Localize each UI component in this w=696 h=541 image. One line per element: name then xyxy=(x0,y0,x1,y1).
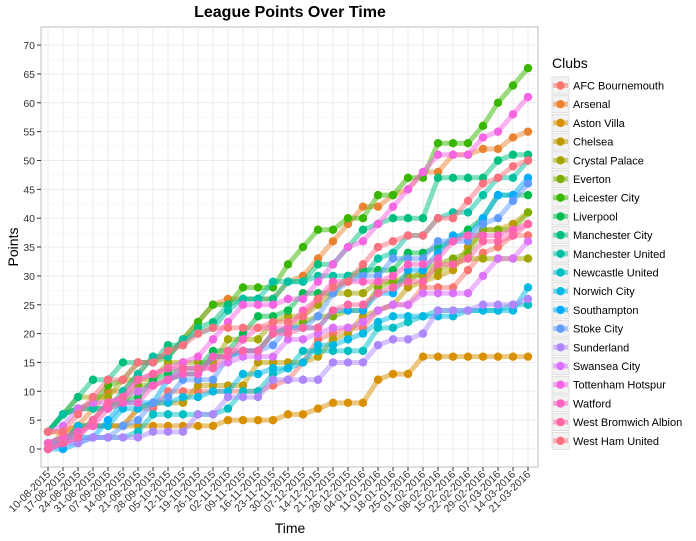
legend-label: Tottenham Hotspur xyxy=(573,380,666,392)
legend-key-icon xyxy=(556,399,565,408)
legend-key-icon xyxy=(556,230,565,240)
legend-item: Manchester City xyxy=(551,226,653,244)
legend-item: Everton xyxy=(551,170,611,188)
y-tick-label: 70 xyxy=(23,40,35,52)
legend-item: Watford xyxy=(551,394,611,413)
series-west-bromwich-albion xyxy=(43,219,533,454)
y-tick-label: 55 xyxy=(23,127,35,139)
legend-label: Chelsea xyxy=(573,137,614,149)
y-tick-label: 15 xyxy=(23,357,35,369)
legend-title: Clubs xyxy=(552,55,588,71)
y-tick-label: 40 xyxy=(23,213,35,225)
legend-label: Liverpool xyxy=(573,211,618,223)
legend-key-icon xyxy=(556,343,565,352)
legend: Clubs AFC Bournemouth Arsenal Aston Villa C… xyxy=(551,55,682,450)
x-axis: 10-08-201517-08-201524-08-201531-08-2015… xyxy=(7,467,533,515)
y-tick-label: 45 xyxy=(23,184,35,196)
y-tick-label: 60 xyxy=(23,98,35,110)
legend-label: AFC Bournemouth xyxy=(573,81,664,93)
legend-key-icon xyxy=(556,174,565,184)
legend-label: Everton xyxy=(573,174,611,186)
y-tick-label: 25 xyxy=(23,300,35,312)
legend-key-icon xyxy=(556,287,565,296)
legend-item: Crystal Palace xyxy=(551,151,644,170)
legend-key-icon xyxy=(556,361,565,371)
y-tick-label: 10 xyxy=(23,386,35,398)
legend-item: Sunderland xyxy=(551,338,629,357)
y-tick-label: 5 xyxy=(29,415,35,427)
legend-item: Arsenal xyxy=(551,95,610,113)
legend-label: Manchester City xyxy=(573,230,653,242)
legend-label: Leicester City xyxy=(573,193,640,205)
legend-item: Leicester City xyxy=(551,188,640,207)
y-tick-label: 35 xyxy=(23,242,35,254)
legend-item: West Ham United xyxy=(551,431,659,450)
series-sunderland xyxy=(43,294,533,454)
x-axis-label: Time xyxy=(275,520,306,536)
legend-key-icon xyxy=(556,305,565,315)
legend-label: Newcastle United xyxy=(573,268,659,280)
legend-label: Southampton xyxy=(573,305,638,317)
legend-key-icon xyxy=(556,118,565,128)
legend-item: Tottenham Hotspur xyxy=(551,375,666,394)
series-lines xyxy=(43,63,533,454)
legend-label: Sunderland xyxy=(573,342,629,354)
legend-item: Newcastle United xyxy=(551,263,659,282)
y-tick-label: 0 xyxy=(29,444,35,456)
y-axis: 0 5 10 15 20 25 30 35 40 45 50 55 60 65 70 xyxy=(23,40,41,456)
y-axis-label: Points xyxy=(5,228,21,267)
legend-key-icon xyxy=(556,156,565,165)
legend-label: Aston Villa xyxy=(573,118,626,130)
chart-title: League Points Over Time xyxy=(194,4,386,21)
legend-label: Watford xyxy=(573,398,611,410)
legend-item: AFC Bournemouth xyxy=(551,76,664,95)
legend-key-icon xyxy=(556,81,565,90)
series-norwich-city xyxy=(43,283,533,454)
legend-key-icon xyxy=(556,436,565,445)
legend-key-icon xyxy=(556,212,565,221)
legend-item: Liverpool xyxy=(551,207,618,226)
legend-label: Arsenal xyxy=(573,99,610,111)
legend-item: Stoke City xyxy=(551,319,624,338)
legend-key-icon xyxy=(556,380,565,389)
legend-key-icon xyxy=(556,193,565,202)
legend-item: Swansea City xyxy=(551,357,641,375)
legend-key-icon xyxy=(556,417,565,427)
legend-item: Chelsea xyxy=(551,132,614,151)
y-tick-label: 30 xyxy=(23,271,35,283)
legend-label: Crystal Palace xyxy=(573,155,644,167)
legend-label: West Ham United xyxy=(573,436,659,448)
legend-key-icon xyxy=(556,249,565,258)
legend-label: Manchester United xyxy=(573,249,665,261)
y-tick-label: 20 xyxy=(23,329,35,341)
legend-item: West Bromwich Albion xyxy=(551,413,682,431)
y-tick-label: 50 xyxy=(23,156,35,168)
legend-label: Stoke City xyxy=(573,324,624,336)
legend-item: Southampton xyxy=(551,301,638,319)
legend-label: Norwich City xyxy=(573,286,635,298)
legend-key-icon xyxy=(556,137,565,146)
legend-key-icon xyxy=(556,268,565,277)
series-west-ham-united xyxy=(43,156,533,436)
legend-label: West Bromwich Albion xyxy=(573,417,682,429)
y-tick-label: 65 xyxy=(23,69,35,81)
legend-item: Norwich City xyxy=(551,282,635,301)
legend-item: Manchester United xyxy=(551,245,665,263)
legend-key-icon xyxy=(556,324,565,333)
legend-key-icon xyxy=(556,100,565,109)
legend-label: Swansea City xyxy=(573,361,641,373)
legend-item: Aston Villa xyxy=(551,114,626,132)
